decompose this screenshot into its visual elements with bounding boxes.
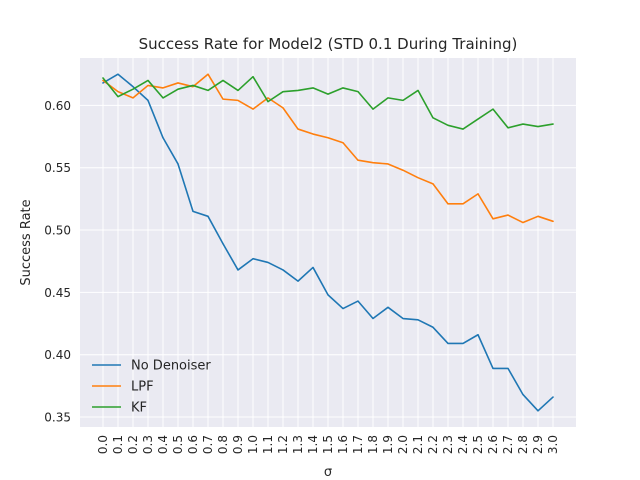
x-tick-label: 0.7 — [201, 435, 215, 454]
x-tick-label: 1.7 — [351, 435, 365, 454]
y-tick-label: 0.50 — [44, 224, 71, 238]
x-tick-label: 0.5 — [171, 435, 185, 454]
legend-label: No Denoiser — [131, 359, 211, 374]
x-tick-label: 0.3 — [141, 435, 155, 454]
legend-label: KF — [131, 401, 147, 416]
x-tick-label: 2.5 — [471, 435, 485, 454]
x-axis-label: σ — [324, 465, 332, 480]
x-tick-label: 2.0 — [396, 435, 410, 454]
x-tick-label: 0.2 — [126, 435, 140, 454]
series-lines — [102, 73, 554, 412]
y-tick-label: 0.40 — [44, 348, 71, 362]
x-tick-label: 1.5 — [321, 435, 335, 454]
x-tick-label: 1.3 — [291, 435, 305, 454]
y-axis-label: Success Rate — [19, 199, 34, 285]
x-tick-label: 0.0 — [96, 435, 110, 454]
x-tick-label: 0.8 — [216, 435, 230, 454]
x-tick-labels: 0.0 0.1 0.2 0.3 0.4 0.5 0.6 0.7 0.8 0.9 1.0 1.1 1.2 1… — [96, 435, 560, 454]
legend: No Denoiser LPF KF — [92, 359, 211, 416]
chart-title: Success Rate for Model2 (STD 0.1 During … — [139, 35, 518, 53]
x-tick-label: 1.8 — [366, 435, 380, 454]
series-line — [102, 75, 554, 130]
x-tick-label: 3.0 — [546, 435, 560, 454]
series-line — [102, 73, 554, 412]
x-tick-label: 2.3 — [441, 435, 455, 454]
series-line — [102, 73, 554, 224]
x-tick-label: 2.4 — [456, 435, 470, 454]
x-tick-label: 1.9 — [381, 435, 395, 454]
grid — [80, 58, 576, 427]
x-tick-label: 0.1 — [111, 435, 125, 454]
x-tick-label: 2.2 — [426, 435, 440, 454]
x-tick-label: 2.9 — [531, 435, 545, 454]
x-tick-label: 1.1 — [261, 435, 275, 454]
y-tick-label: 0.45 — [44, 286, 71, 300]
y-tick-label: 0.55 — [44, 161, 71, 175]
x-tick-label: 2.7 — [501, 435, 515, 454]
x-tick-label: 2.1 — [411, 435, 425, 454]
legend-label: LPF — [131, 380, 154, 395]
y-tick-labels: 0.35 0.40 0.45 0.50 0.55 0.60 — [44, 99, 71, 425]
y-tick-label: 0.60 — [44, 99, 71, 113]
x-tick-label: 1.6 — [336, 435, 350, 454]
x-tick-label: 1.4 — [306, 435, 320, 454]
x-tick-label: 0.9 — [231, 435, 245, 454]
x-tick-label: 1.0 — [246, 435, 260, 454]
x-tick-label: 2.8 — [516, 435, 530, 454]
x-tick-label: 1.2 — [276, 435, 290, 454]
y-tick-label: 0.35 — [44, 411, 71, 425]
x-tick-label: 0.6 — [186, 435, 200, 454]
x-tick-label: 0.4 — [156, 435, 170, 454]
x-tick-label: 2.6 — [486, 435, 500, 454]
